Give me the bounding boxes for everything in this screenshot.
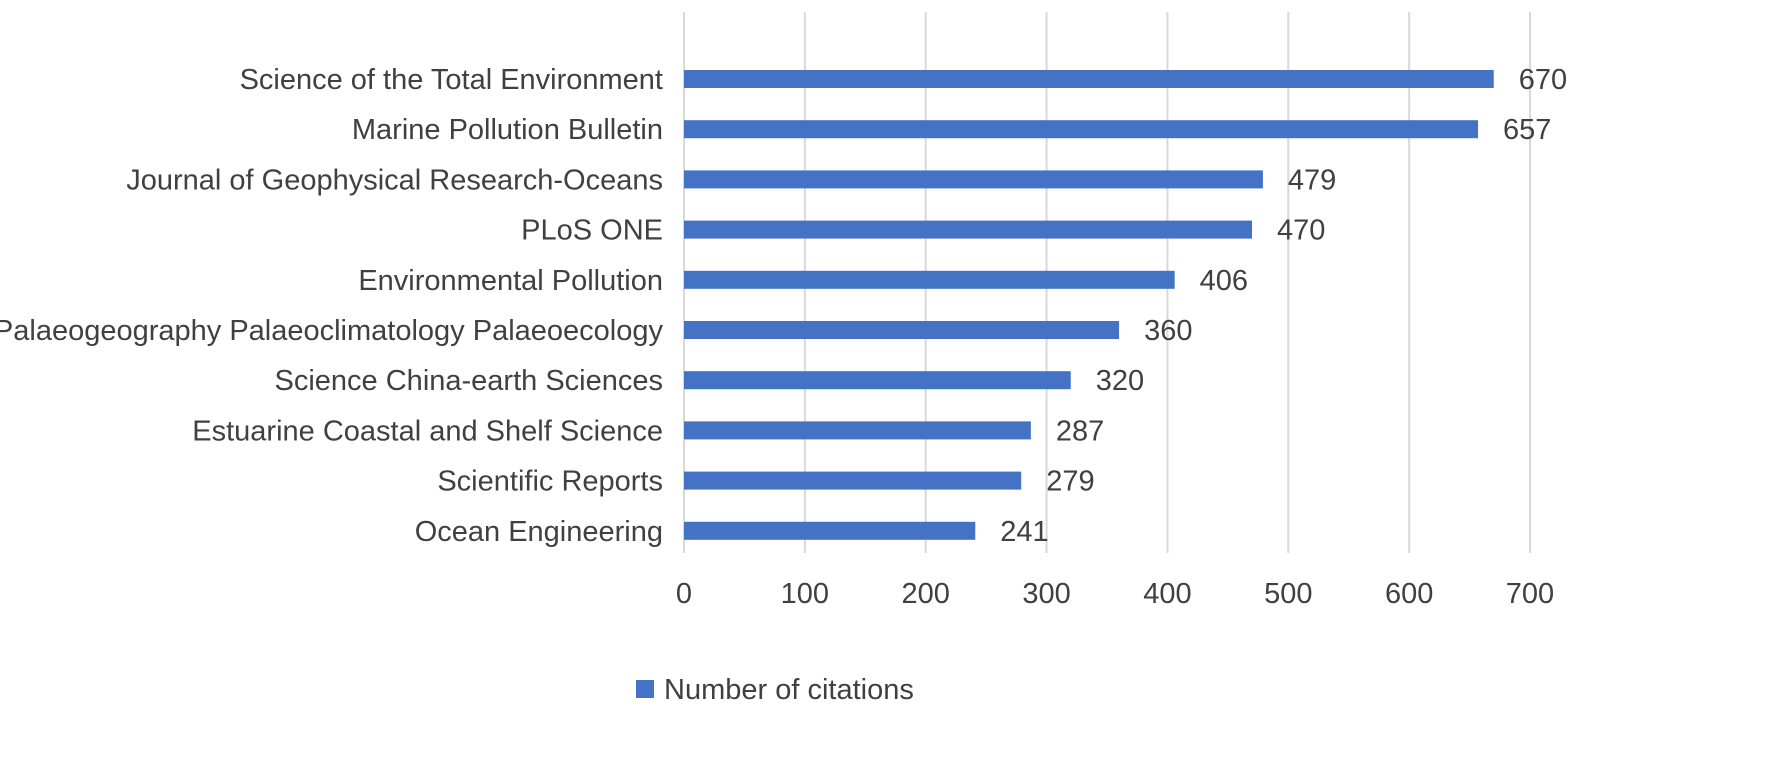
data-label: 320 <box>1096 365 1144 397</box>
category-label: Estuarine Coastal and Shelf Science <box>192 415 663 447</box>
data-label: 657 <box>1503 114 1551 146</box>
x-axis-tick-labels: 0 100 200 300 400 500 600 700 <box>676 578 1554 610</box>
category-label: PLoS ONE <box>521 215 663 247</box>
category-label: Environmental Pollution <box>358 265 663 297</box>
category-label: Journal of Geophysical Research-Oceans <box>126 164 663 196</box>
data-label: 470 <box>1277 215 1325 247</box>
bar <box>684 321 1120 339</box>
data-label: 670 <box>1519 64 1567 96</box>
x-tick-label: 500 <box>1264 578 1312 610</box>
category-label: Marine Pollution Bulletin <box>352 114 663 146</box>
bar <box>684 471 1022 490</box>
x-tick-label: 700 <box>1506 578 1554 610</box>
category-labels: Science of the Total Environment Marine P… <box>0 64 663 548</box>
bar <box>684 521 976 540</box>
legend-label: Number of citations <box>664 674 914 706</box>
bar <box>684 421 1031 440</box>
bar <box>684 170 1263 189</box>
x-tick-label: 0 <box>676 578 692 610</box>
bar <box>684 270 1175 289</box>
x-tick-label: 300 <box>1022 578 1070 610</box>
bar <box>684 120 1479 139</box>
category-label: Science China-earth Sciences <box>275 365 663 397</box>
data-label: 279 <box>1046 466 1094 498</box>
data-label: 406 <box>1200 265 1248 297</box>
legend: Number of citations <box>636 674 914 706</box>
bar <box>684 371 1071 390</box>
category-label: Ocean Engineering <box>415 516 663 548</box>
data-label: 287 <box>1056 415 1104 447</box>
x-tick-label: 200 <box>902 578 950 610</box>
data-label: 479 <box>1288 164 1336 196</box>
x-tick-label: 100 <box>781 578 829 610</box>
data-label: 360 <box>1144 315 1192 347</box>
bar <box>684 70 1494 88</box>
data-label: 241 <box>1000 516 1048 548</box>
legend-swatch <box>636 680 654 698</box>
x-tick-label: 400 <box>1143 578 1191 610</box>
bar <box>684 220 1253 239</box>
category-label: Palaeogeography Palaeoclimatology Palaeo… <box>0 315 663 347</box>
category-label: Scientific Reports <box>437 466 663 498</box>
x-tick-label: 600 <box>1385 578 1433 610</box>
bars-group <box>684 70 1494 540</box>
category-label: Science of the Total Environment <box>240 64 663 96</box>
